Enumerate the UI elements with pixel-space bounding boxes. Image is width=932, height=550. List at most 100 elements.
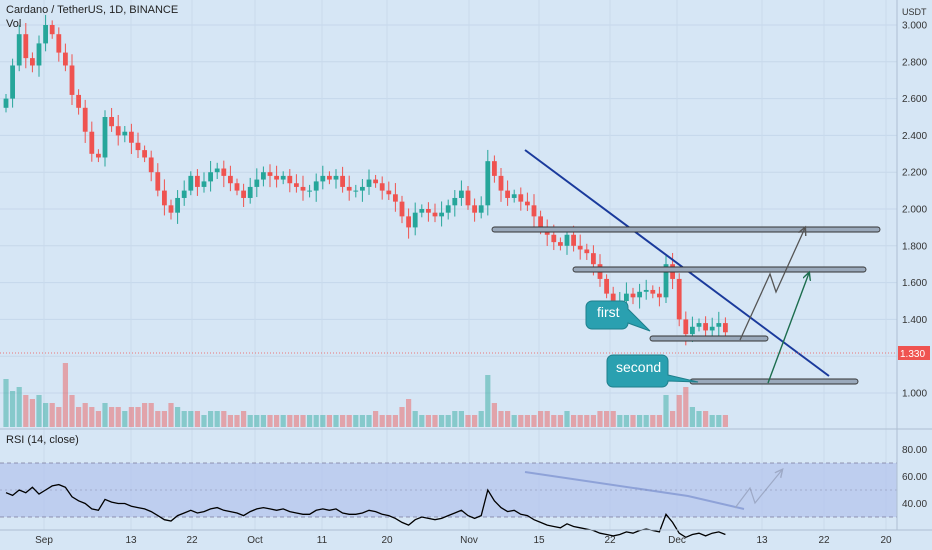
volume-bar <box>656 415 662 427</box>
candle-body <box>683 319 689 335</box>
candle-body <box>478 205 484 213</box>
candle-body <box>274 175 279 180</box>
volume-label: Vol <box>6 18 21 30</box>
resistance-zone-middle[interactable] <box>572 266 867 273</box>
candle-body <box>591 253 596 265</box>
volume-bar <box>650 415 656 427</box>
candle-body <box>676 278 682 320</box>
volume-bar <box>16 387 22 427</box>
volume-bar <box>10 391 16 427</box>
volume-bar <box>445 415 451 427</box>
volume-bar <box>115 407 121 427</box>
volume-bar <box>373 411 379 427</box>
volume-bar <box>102 403 108 427</box>
callout-first[interactable]: first <box>585 300 651 332</box>
time-tick-11: 22 <box>818 535 830 546</box>
candle-body <box>643 289 649 292</box>
projection-path-arrow[interactable] <box>739 228 805 341</box>
candle-body <box>221 168 227 176</box>
candle-body <box>327 175 332 180</box>
candle-body <box>531 205 537 217</box>
volume-bar <box>386 415 392 427</box>
price-tick-6: 1.800 <box>902 241 927 252</box>
second-support-zone[interactable] <box>689 378 859 385</box>
volume-bar <box>716 415 722 427</box>
volume-bar <box>353 415 359 427</box>
volume-bar <box>155 411 161 427</box>
volume-bar <box>498 411 504 427</box>
first-support-zone[interactable] <box>649 335 769 342</box>
rsi-tick-80: 80.00 <box>902 445 927 456</box>
candle-body <box>122 131 128 136</box>
candle-body <box>505 190 510 198</box>
volume-bar <box>676 395 682 427</box>
volume-bar <box>128 407 134 427</box>
candle-body <box>624 293 629 301</box>
volume-bar <box>307 415 313 427</box>
volume-bar <box>340 415 346 427</box>
candle-body <box>148 157 154 173</box>
time-tick-3: Oct <box>247 535 263 546</box>
volume-bar <box>168 403 174 427</box>
time-tick-7: 15 <box>533 535 545 546</box>
candle-body <box>115 126 121 136</box>
volume-bar <box>148 403 154 427</box>
volume-bar <box>392 415 398 427</box>
callout-second[interactable]: second <box>606 354 699 388</box>
candle-body <box>604 278 609 294</box>
candle-body <box>465 190 471 206</box>
callout-second-bubble <box>606 354 699 388</box>
volume-bar <box>590 415 596 427</box>
candle-body <box>188 175 194 191</box>
candle-body <box>703 323 708 331</box>
volume-bar <box>280 415 286 427</box>
candle-body <box>254 179 260 187</box>
candle-body <box>49 25 55 35</box>
price-tick-8: 1.400 <box>902 315 927 326</box>
volume-bar <box>69 395 75 427</box>
descending-trendline[interactable] <box>524 149 830 377</box>
candle-body <box>657 293 662 298</box>
candles <box>3 14 728 346</box>
candle-body <box>525 201 530 206</box>
candle-body <box>340 175 345 187</box>
time-axis[interactable]: Sep 13 22 Oct 11 20 Nov 15 22 Dec 13 22 20 <box>0 529 932 546</box>
green-projection-arrow[interactable] <box>767 273 809 384</box>
volume-bar <box>610 411 616 427</box>
volume-bars <box>3 363 728 427</box>
volume-bar <box>49 403 55 427</box>
volume-bar <box>458 411 464 427</box>
candle-body <box>439 212 444 217</box>
candle-body <box>492 161 497 176</box>
volume-bar <box>689 407 695 427</box>
candle-body <box>23 34 29 59</box>
volume-bar <box>564 411 570 427</box>
volume-bar <box>491 403 497 427</box>
candle-body <box>261 172 266 180</box>
resistance-zone-top[interactable] <box>491 226 881 233</box>
candle-body <box>393 194 398 202</box>
price-tick-1: 2.800 <box>902 57 927 68</box>
chart-title: Cardano / TetherUS, 1D, BINANCE <box>6 4 178 16</box>
volume-bar <box>241 411 247 427</box>
candle-body <box>56 34 62 53</box>
volume-bar <box>188 411 194 427</box>
candle-body <box>313 181 319 191</box>
volume-bar <box>366 415 372 427</box>
rsi-tick-60: 60.00 <box>902 472 927 483</box>
rsi-pane[interactable]: RSI (14, close) 80.00 60.00 40.00 <box>0 430 927 539</box>
candle-body <box>518 194 524 202</box>
candle-body <box>366 179 372 187</box>
volume-bar <box>399 407 405 427</box>
candle-body <box>36 43 42 66</box>
volume-bar <box>89 407 95 427</box>
volume-bar <box>419 415 425 427</box>
volume-bar <box>472 415 478 427</box>
volume-bar <box>571 415 577 427</box>
candle-body <box>208 172 213 182</box>
time-tick-4: 11 <box>317 535 328 546</box>
candle-body <box>412 212 418 228</box>
candle-body <box>30 58 35 66</box>
